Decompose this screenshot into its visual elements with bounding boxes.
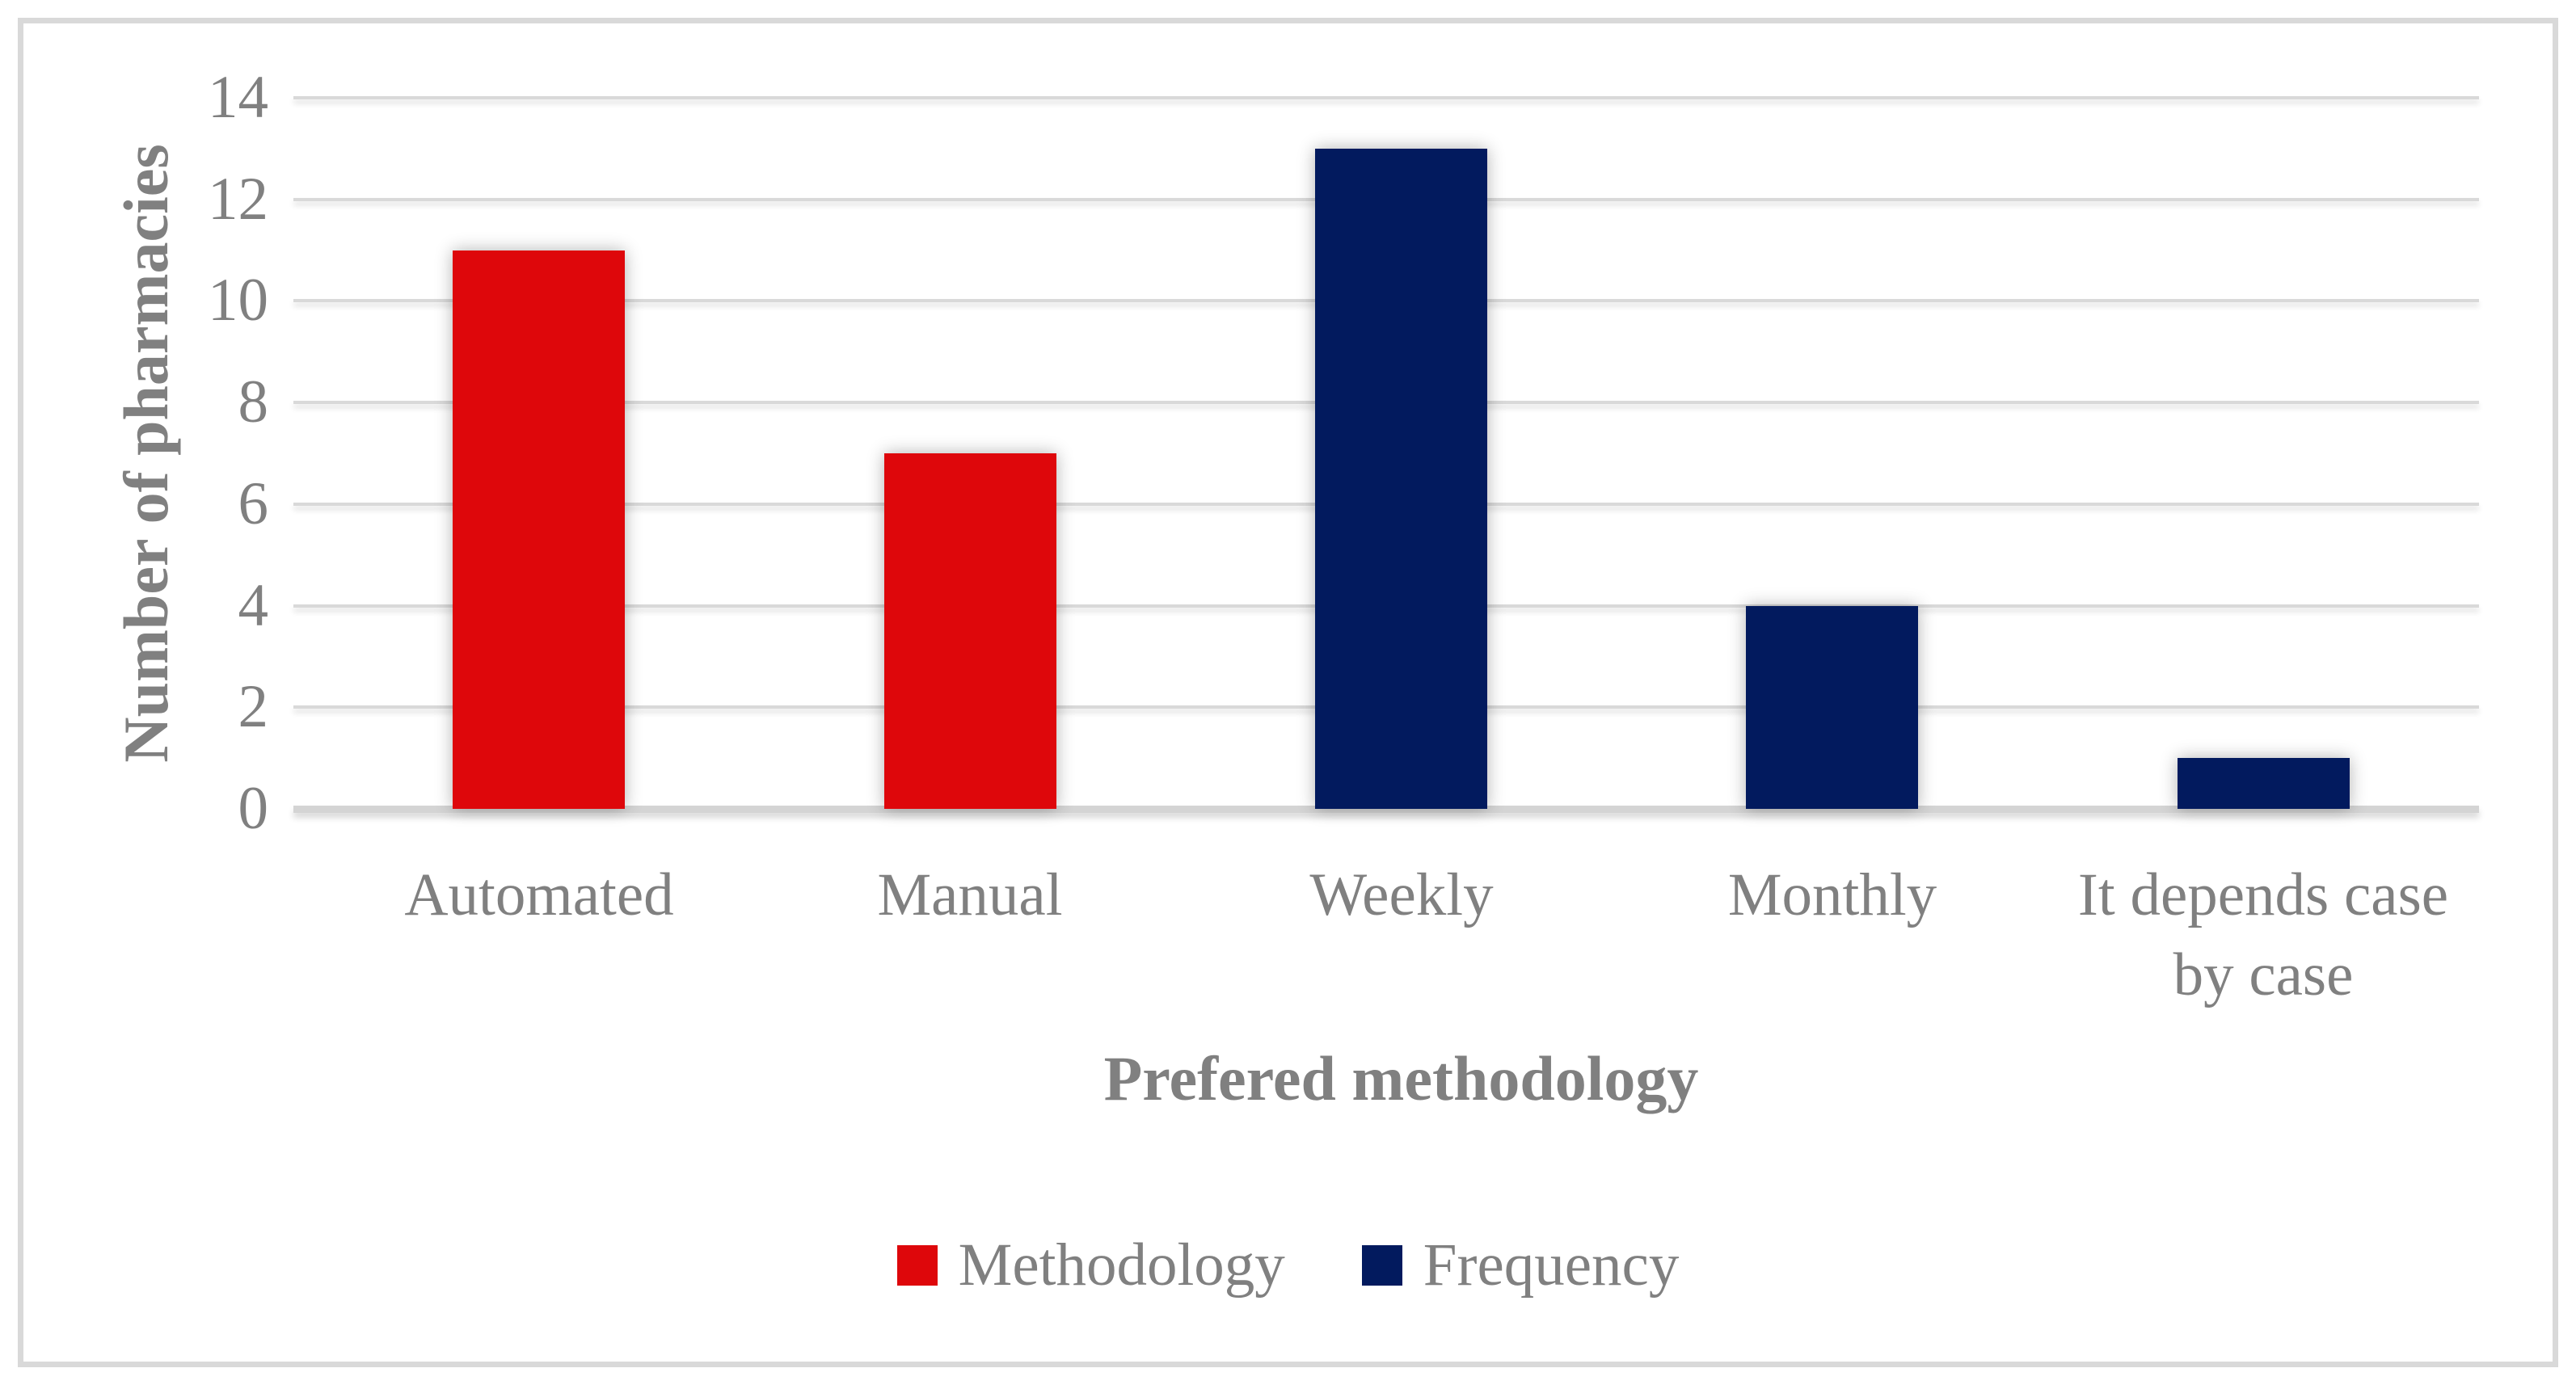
bar-manual <box>884 453 1056 809</box>
x-category-label: Weekly <box>1309 861 1494 928</box>
chart-outer-frame <box>18 18 2558 1367</box>
y-tick-label: 10 <box>208 267 268 334</box>
legend-label: Frequency <box>1423 1231 1680 1299</box>
y-tick-label: 12 <box>208 166 268 233</box>
legend-swatch-methodology <box>896 1244 938 1286</box>
legend-swatch-frequency <box>1361 1244 1402 1286</box>
y-tick-label: 8 <box>238 368 269 436</box>
bar-monthly <box>1746 606 1918 809</box>
x-category-label: It depends case by case <box>2077 861 2449 1008</box>
legend-item-frequency: Frequency <box>1361 1231 1680 1299</box>
y-tick-label: 6 <box>238 470 269 537</box>
x-category-label: Monthly <box>1727 861 1937 928</box>
x-axis-title: Prefered methodology <box>1103 1043 1699 1113</box>
y-tick-label: 14 <box>208 64 268 131</box>
y-tick-label: 4 <box>238 572 269 639</box>
legend-label: Methodology <box>958 1231 1285 1299</box>
x-category-label: Manual <box>877 861 1063 928</box>
y-tick-label: 2 <box>238 673 269 740</box>
bar-weekly <box>1315 149 1487 809</box>
x-category-label: Automated <box>404 861 674 928</box>
x-axis-line <box>293 806 2479 813</box>
y-tick-label: 0 <box>238 775 269 842</box>
bar-it-depends-case-by-case <box>2178 758 2350 809</box>
bar-automated <box>453 250 625 809</box>
legend: Methodology Frequency <box>0 1235 2576 1295</box>
legend-item-methodology: Methodology <box>896 1231 1285 1299</box>
gridline <box>293 96 2479 99</box>
